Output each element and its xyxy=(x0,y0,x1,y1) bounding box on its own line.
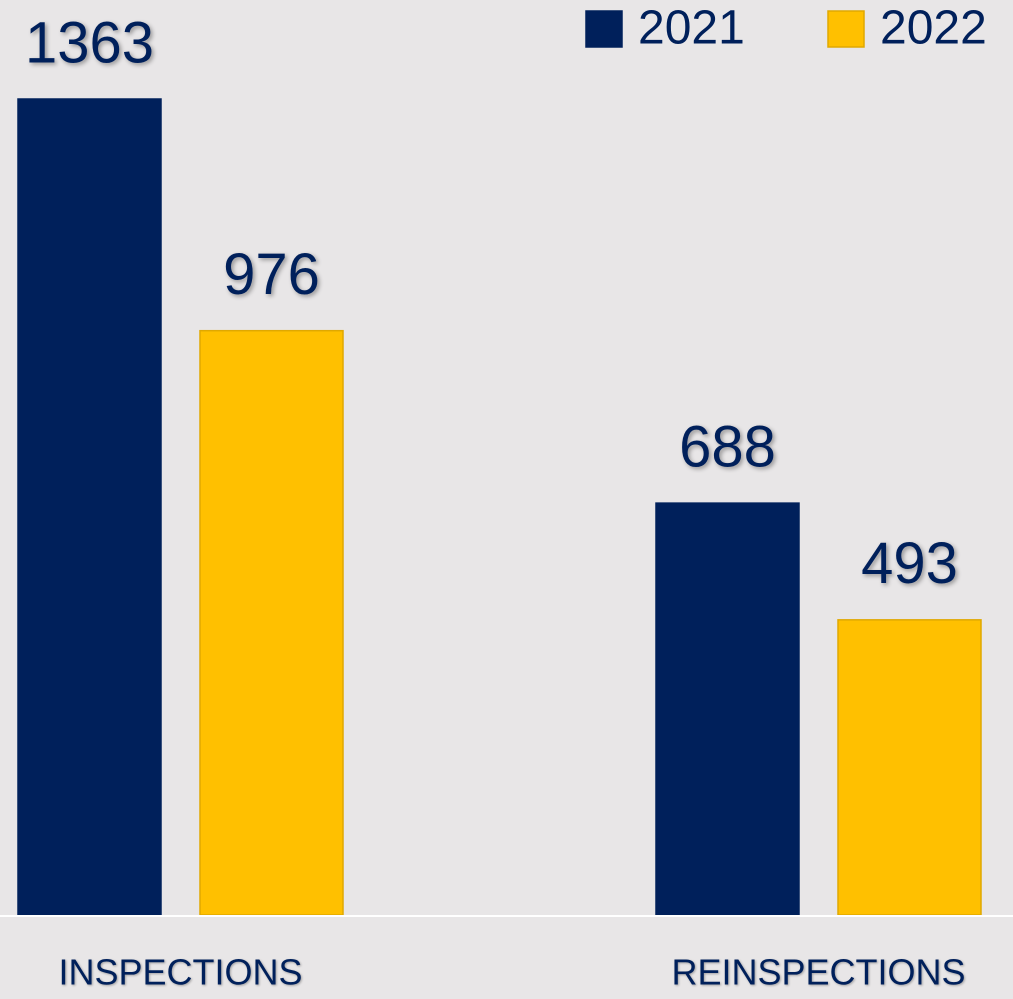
value-label: 976 xyxy=(223,242,320,307)
value-label: 493 xyxy=(861,531,958,596)
bar xyxy=(17,98,162,916)
category-label: REINSPECTIONS xyxy=(671,952,965,993)
legend-swatch xyxy=(827,10,865,48)
legend-label: 2022 xyxy=(880,2,987,55)
category-label: INSPECTIONS xyxy=(58,952,302,993)
bar xyxy=(199,329,344,916)
legend-swatch xyxy=(585,10,623,48)
bar xyxy=(655,502,800,916)
legend-label: 2021 xyxy=(638,2,745,55)
value-label: 1363 xyxy=(25,10,154,75)
bar xyxy=(837,619,982,916)
value-label: 688 xyxy=(679,414,776,479)
